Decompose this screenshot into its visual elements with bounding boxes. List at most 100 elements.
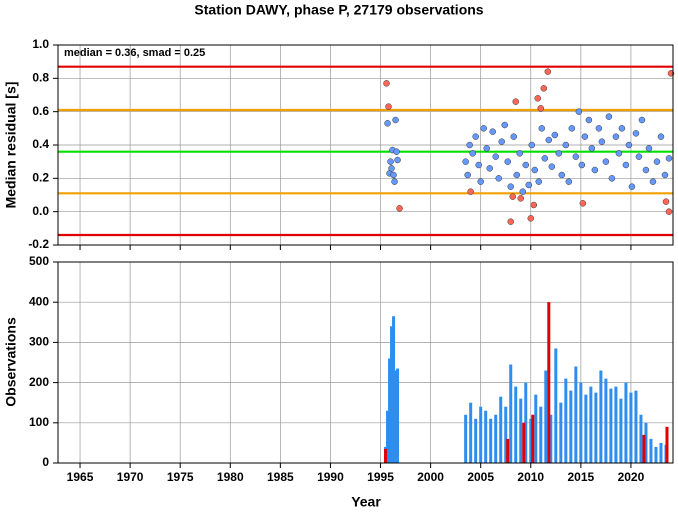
point — [568, 125, 576, 132]
point — [507, 183, 514, 190]
point — [591, 166, 599, 174]
y-tick-label: 0.0 — [32, 204, 49, 218]
y-axis-label: Median residual [s] — [3, 82, 19, 209]
bar — [649, 438, 653, 463]
point — [642, 166, 650, 174]
point — [464, 171, 471, 179]
point — [665, 155, 673, 162]
bar — [514, 386, 518, 463]
point — [667, 70, 675, 77]
point — [501, 121, 508, 129]
x-tick-label: 2000 — [417, 470, 444, 484]
point — [492, 153, 499, 160]
point — [595, 125, 603, 132]
point — [519, 188, 527, 195]
point — [558, 171, 566, 179]
point — [469, 150, 476, 157]
point — [384, 120, 391, 127]
point — [475, 161, 482, 169]
y-tick-label: 0 — [42, 455, 49, 469]
point — [538, 125, 546, 132]
point — [462, 158, 469, 165]
point — [512, 98, 519, 105]
point — [495, 175, 502, 182]
point — [509, 193, 516, 200]
point — [551, 131, 559, 139]
point — [579, 200, 587, 207]
bar — [554, 348, 558, 463]
point — [522, 161, 530, 169]
point — [545, 136, 553, 144]
point — [504, 158, 511, 165]
y-tick-label: 500 — [29, 254, 49, 268]
point — [393, 148, 400, 155]
bar — [509, 364, 513, 463]
bar — [489, 418, 493, 463]
y-tick-label: 0.2 — [32, 171, 49, 185]
point — [480, 125, 487, 132]
point — [555, 150, 563, 157]
point — [540, 85, 548, 92]
bar — [665, 426, 669, 463]
plot-frame — [57, 261, 674, 464]
bar — [494, 414, 498, 463]
y-axis-label: Observations — [3, 317, 19, 407]
bar — [544, 370, 548, 463]
point — [548, 163, 556, 170]
point — [392, 116, 399, 124]
bar — [479, 406, 483, 463]
bar — [579, 382, 583, 463]
bar — [392, 316, 396, 463]
bar — [629, 392, 633, 463]
point — [565, 178, 573, 185]
bar — [464, 414, 468, 463]
bar — [524, 382, 528, 463]
point — [383, 80, 390, 87]
annotation: median = 0.36, smad = 0.25 — [64, 47, 205, 59]
bar — [547, 302, 551, 463]
point — [585, 116, 593, 124]
point — [517, 195, 525, 202]
point — [612, 133, 620, 140]
point — [662, 198, 670, 205]
bar — [531, 414, 535, 463]
bar — [384, 448, 388, 463]
point — [632, 130, 640, 137]
x-tick-label: 1970 — [117, 470, 144, 484]
bar — [594, 392, 598, 463]
point — [507, 218, 514, 225]
point — [466, 141, 473, 149]
point — [513, 171, 520, 179]
bar — [619, 398, 623, 463]
bar — [529, 418, 533, 463]
x-tick-label: 1975 — [167, 470, 194, 484]
point — [390, 171, 397, 179]
bar — [388, 358, 392, 463]
plot-frame — [57, 44, 674, 246]
x-tick-label: 1995 — [367, 470, 394, 484]
point — [472, 133, 479, 140]
x-tick-label: 1965 — [67, 470, 94, 484]
y-tick-label: 0.6 — [32, 104, 49, 118]
point — [516, 150, 524, 157]
y-tick-label: 0.8 — [32, 71, 49, 85]
bar — [642, 434, 646, 463]
point — [498, 138, 505, 145]
point — [534, 95, 542, 102]
x-tick-label: 2020 — [618, 470, 645, 484]
point — [661, 171, 669, 179]
x-tick-label: 2010 — [517, 470, 544, 484]
point — [608, 175, 616, 182]
point — [391, 178, 398, 185]
point — [385, 103, 392, 110]
point — [477, 178, 484, 185]
point — [537, 105, 545, 112]
point — [653, 158, 661, 165]
point — [528, 141, 536, 149]
point — [618, 125, 626, 132]
point — [510, 133, 517, 140]
y-tick-label: 1.0 — [32, 37, 49, 51]
bar — [534, 394, 538, 463]
point — [638, 116, 646, 124]
